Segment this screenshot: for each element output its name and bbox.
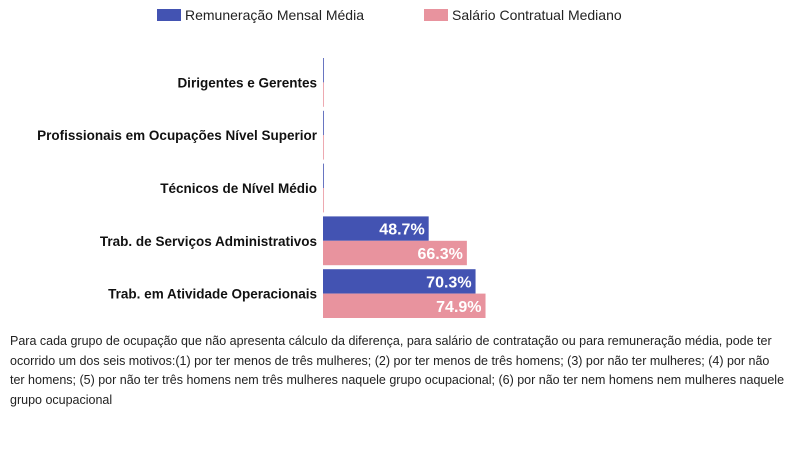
- bar-group-trab-de-servicos-administrativos: Trab. de Serviços Administrativos 48.7% 66…: [100, 216, 467, 266]
- category-label: Trab. em Atividade Operacionais: [108, 287, 317, 302]
- bar-remuneracao[interactable]: [323, 58, 324, 83]
- bar-salario[interactable]: [323, 82, 324, 107]
- legend-item-salario[interactable]: Salário Contratual Mediano: [424, 7, 622, 23]
- bar-salario[interactable]: [323, 293, 486, 318]
- bar-remuneracao[interactable]: [323, 216, 429, 241]
- category-label: Trab. de Serviços Administrativos: [100, 234, 317, 249]
- bar-chart: Dirigentes e Gerentes Profissionais em Oc…: [37, 58, 486, 318]
- legend-label-salario: Salário Contratual Mediano: [452, 7, 622, 23]
- data-label: 70.3%: [426, 274, 471, 291]
- category-label: Profissionais em Ocupações Nível Superio…: [37, 128, 318, 143]
- bar-salario[interactable]: [323, 188, 324, 213]
- category-label: Dirigentes e Gerentes: [177, 75, 317, 90]
- bar-remuneracao[interactable]: [323, 269, 476, 294]
- bar-group-tecnicos-de-nivel-medio: Técnicos de Nível Médio: [160, 163, 324, 213]
- data-label: 66.3%: [417, 246, 462, 263]
- bar-salario[interactable]: [323, 240, 467, 266]
- data-label: 48.7%: [379, 222, 424, 239]
- bar-group-dirigentes-e-gerentes: Dirigentes e Gerentes: [177, 58, 324, 107]
- bar-group-profissionais-em-ocupacoes-nivel-superior: Profissionais em Ocupações Nível Superio…: [37, 110, 324, 160]
- legend-swatch-remuneracao: [157, 9, 181, 21]
- legend-label-remuneracao: Remuneração Mensal Média: [185, 7, 364, 23]
- bar-group-trab-em-atividade-operacionais: Trab. em Atividade Operacionais 70.3% 74.9…: [108, 269, 486, 318]
- footnote: Para cada grupo de ocupação que não apre…: [10, 334, 785, 407]
- bar-remuneracao[interactable]: [323, 163, 324, 188]
- legend-item-remuneracao[interactable]: Remuneração Mensal Média: [157, 7, 364, 23]
- category-label: Técnicos de Nível Médio: [160, 181, 317, 196]
- bar-remuneracao[interactable]: [323, 110, 324, 136]
- legend-swatch-salario: [424, 9, 448, 21]
- chart-legend: Remuneração Mensal Média Salário Contrat…: [0, 7, 800, 27]
- data-label: 74.9%: [436, 299, 481, 316]
- bar-salario[interactable]: [323, 135, 324, 160]
